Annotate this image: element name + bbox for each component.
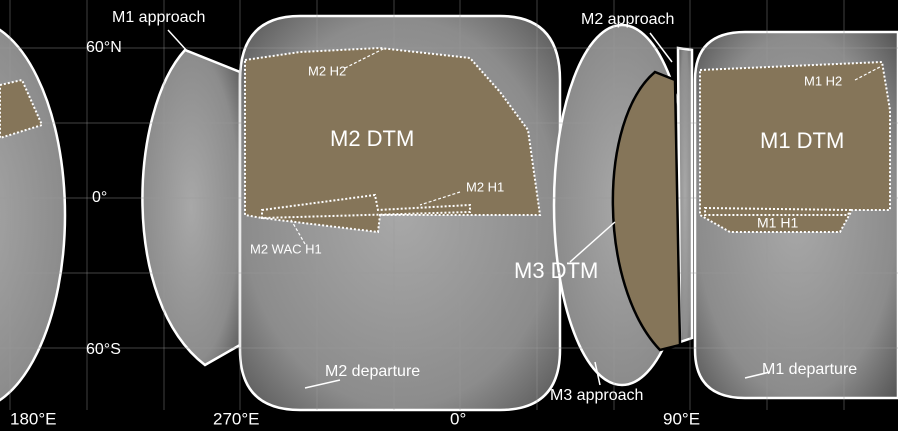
region-label: M2 DTM <box>330 126 414 151</box>
lat-label: 0° <box>92 189 107 206</box>
lat-label: 60°S <box>86 341 121 358</box>
region-label: M3 approach <box>550 387 643 404</box>
lat-label: 60°N <box>86 39 122 56</box>
region-label: M2 WAC H1 <box>250 241 322 256</box>
lon-label: 90°E <box>663 409 700 428</box>
region-label: M2 H2 <box>308 63 346 78</box>
region-label: M1 DTM <box>760 128 844 153</box>
map: 60°N 0° 60°S 180°E 270°E 0° 90°E M1 appr… <box>0 0 898 431</box>
region-label: M2 approach <box>581 11 674 28</box>
region-label: M2 H1 <box>466 179 504 194</box>
region-label: M1 approach <box>112 9 205 26</box>
region-label: M3 DTM <box>514 258 598 283</box>
region-label: M1 departure <box>762 361 857 378</box>
region-label: M2 departure <box>325 363 420 380</box>
lon-label: 180°E <box>10 409 57 428</box>
region-label: M1 H1 <box>757 215 798 231</box>
lon-label: 270°E <box>213 409 260 428</box>
region-label: M1 H2 <box>804 73 842 88</box>
lon-label: 0° <box>450 409 466 428</box>
